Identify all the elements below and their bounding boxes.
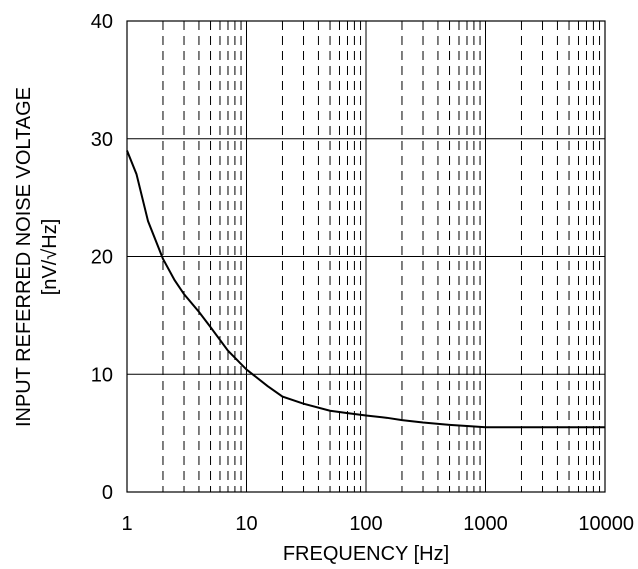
y-axis-title-line1: INPUT REFERRED NOISE VOLTAGE bbox=[13, 87, 35, 427]
grid-lines bbox=[126, 20, 606, 493]
x-tick-label: 10000 bbox=[578, 513, 634, 535]
x-tick-label: 1000 bbox=[463, 513, 508, 535]
y-tick-labels: 0 10 20 30 40 bbox=[91, 11, 113, 504]
y-tick-label: 30 bbox=[91, 129, 113, 151]
x-tick-label: 10 bbox=[235, 513, 257, 535]
x-tick-labels: 1 10 100 1000 10000 bbox=[121, 513, 634, 535]
x-axis-title: FREQUENCY [Hz] bbox=[283, 543, 449, 565]
y-axis-title-line2: [nV/√Hz] bbox=[39, 219, 61, 296]
y-tick-label: 10 bbox=[91, 364, 113, 386]
y-tick-label: 40 bbox=[91, 11, 113, 33]
x-tick-label: 100 bbox=[349, 513, 382, 535]
x-tick-label: 1 bbox=[121, 513, 132, 535]
y-tick-label: 20 bbox=[91, 247, 113, 269]
y-tick-label: 0 bbox=[102, 482, 113, 504]
plot-area-frame bbox=[126, 20, 606, 493]
series-line bbox=[126, 150, 605, 429]
